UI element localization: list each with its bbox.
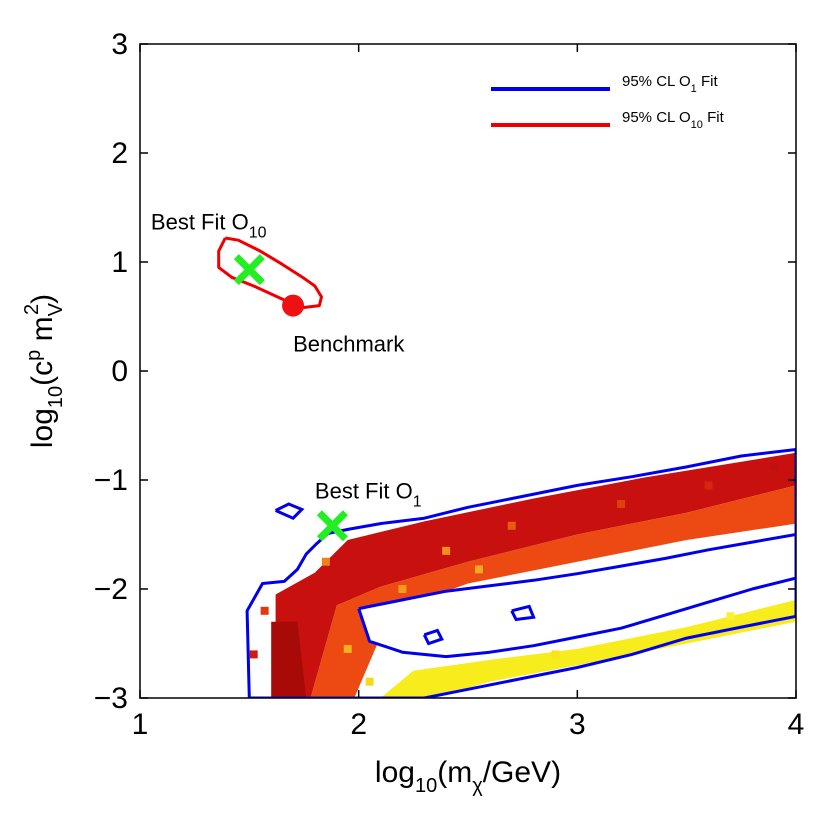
heatmap-cell: [260, 606, 269, 615]
heatmap-cell: [343, 644, 352, 653]
heatmap-cell: [398, 585, 407, 593]
y-tick-label: 2: [111, 137, 128, 170]
tick-layer: 1 2 3 4 −3 −2 −1 0 1 2 3: [94, 28, 805, 741]
y-tick-label: 1: [111, 246, 128, 279]
annotation-layer: Best Fit O10 Benchmark Best Fit O1: [151, 209, 422, 510]
o1-contour-island: [510, 604, 536, 622]
y-tick-label: 3: [111, 28, 128, 61]
heatmap-yellow-band: [380, 599, 796, 698]
y-tick-label: −3: [94, 682, 128, 715]
heatmap-cell: [442, 546, 451, 555]
best-fit-o1-marker: [316, 510, 348, 542]
heatmap-cell: [617, 499, 626, 508]
heatmap-cell: [321, 557, 330, 566]
o1-contour-inner: [357, 533, 796, 659]
x-tick-label: 3: [569, 708, 586, 741]
annotation-0: Best Fit O10: [151, 209, 267, 241]
best-fit-o10-marker: [233, 254, 265, 286]
heatmap-red-band: [275, 452, 796, 698]
legend-label: 95% CL O10 Fit: [622, 109, 725, 131]
x-tick-label: 1: [132, 708, 149, 741]
y-tick-label: 0: [111, 355, 128, 388]
heatmap-layer: [249, 452, 796, 698]
y-tick-label: −2: [94, 573, 128, 606]
o1-contour-island: [422, 628, 444, 646]
x-axis-label: log10(mχ/GeV): [375, 756, 561, 797]
heatmap-cell: [551, 650, 560, 659]
contour-layer: [217, 236, 796, 698]
legend-label: 95% CL O1 Fit: [622, 73, 718, 95]
o1-contour-island: [274, 502, 305, 520]
annotation-2: Best Fit O1: [315, 479, 422, 511]
o1-contour-outer: [245, 448, 796, 698]
heatmap-cell: [726, 612, 735, 621]
legend: 95% CL O1 Fit 95% CL O10 Fit: [491, 73, 725, 131]
y-axis-label: log10(cp mV2): [21, 294, 67, 448]
heatmap-cell: [249, 650, 258, 659]
heatmap-cell: [507, 521, 516, 530]
x-tick-label: 2: [350, 708, 367, 741]
heatmap-orange-band: [310, 485, 796, 698]
heatmap-dark-red-column: [271, 621, 307, 698]
marker-layer: [233, 254, 348, 542]
o10-contour: [217, 236, 323, 310]
x-tick-label: 4: [788, 708, 805, 741]
y-tick-label: −1: [94, 464, 128, 497]
heatmap-cell: [474, 565, 483, 574]
o1-inner-hole: [358, 534, 796, 657]
benchmark-marker: [282, 294, 305, 317]
heatmap-cell: [365, 677, 374, 686]
heatmap-cell: [770, 462, 779, 471]
annotation-1: Benchmark: [293, 331, 405, 356]
heatmap-cell: [704, 481, 713, 490]
